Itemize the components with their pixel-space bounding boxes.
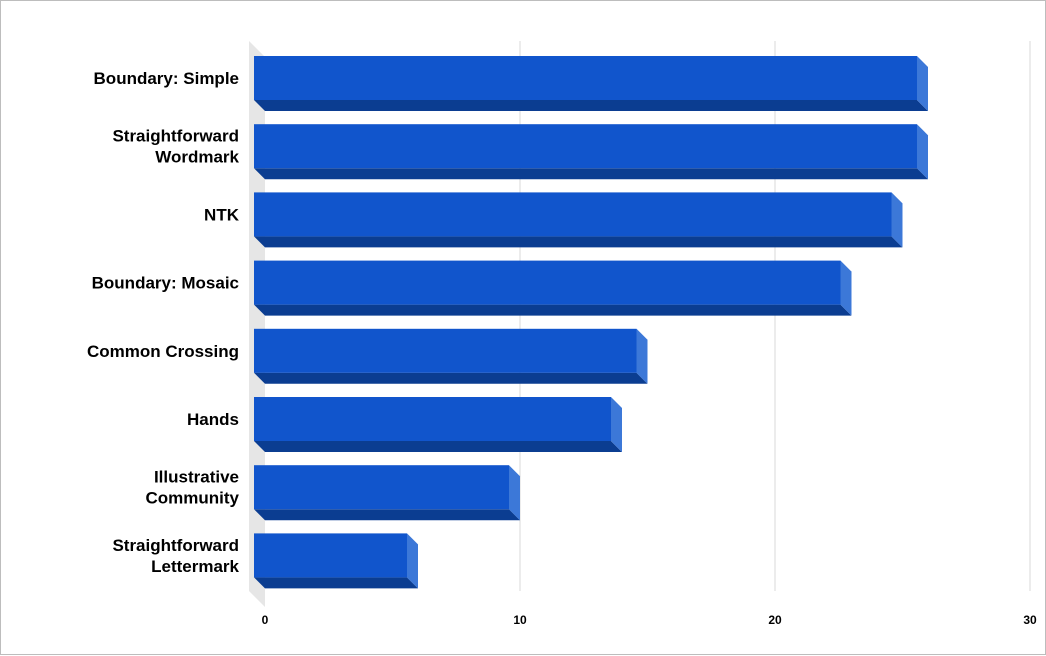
bar-bottom-face — [254, 100, 928, 111]
bars — [254, 56, 928, 589]
bar — [254, 124, 928, 180]
bar-bottom-face — [254, 441, 622, 452]
bar-front-face — [254, 397, 611, 441]
x-tick-label: 10 — [513, 613, 527, 627]
category-label: Boundary: Mosaic — [92, 274, 239, 293]
bar — [254, 465, 520, 521]
bar — [254, 533, 418, 589]
category-label-line: Boundary: Simple — [94, 69, 239, 88]
category-label-line: Hands — [187, 410, 239, 429]
bar-front-face — [254, 533, 407, 578]
x-tick-label: 20 — [768, 613, 782, 627]
bar-bottom-face — [254, 168, 928, 180]
x-axis-tick-labels: 0 10 20 30 — [262, 613, 1037, 627]
category-label: Hands — [187, 410, 239, 429]
bar-front-face — [254, 328, 637, 373]
bar — [254, 260, 852, 316]
category-label: Boundary: Simple — [94, 69, 239, 88]
bar-side-face — [407, 533, 418, 589]
bar-bottom-face — [254, 304, 852, 316]
category-label: Straightforward Lettermark — [112, 536, 239, 576]
category-label: Illustrative Community — [146, 468, 240, 508]
gridlines — [519, 41, 1031, 591]
x-tick-label: 0 — [262, 613, 269, 627]
category-label-line: Straightforward — [112, 536, 239, 555]
bar-bottom-face — [254, 509, 520, 521]
category-label-line: Boundary: Mosaic — [92, 274, 239, 293]
bar-front-face — [254, 260, 841, 305]
x-tick-label: 30 — [1023, 613, 1037, 627]
bar-front-face — [254, 192, 892, 237]
bar-side-face — [917, 124, 928, 180]
bar — [254, 56, 928, 111]
bar-side-face — [840, 260, 852, 316]
category-label: NTK — [204, 205, 240, 224]
bar — [254, 192, 903, 248]
bar-side-face — [509, 465, 520, 521]
bar-front-face — [254, 124, 917, 169]
bar-side-face — [891, 192, 903, 248]
category-label: Common Crossing — [87, 342, 239, 361]
category-label-line: Illustrative — [154, 468, 239, 487]
category-label: Straightforward Wordmark — [112, 127, 239, 167]
bar-bottom-face — [254, 577, 418, 589]
category-label-line: Lettermark — [151, 557, 239, 576]
category-label-line: Community — [146, 489, 240, 508]
category-labels: Boundary: Simple Straightforward Wordmark N… — [87, 69, 240, 576]
bar-side-face — [917, 56, 928, 111]
bar — [254, 328, 648, 384]
category-label-line: Straightforward — [112, 127, 239, 146]
bar-bottom-face — [254, 372, 648, 384]
bar-bottom-face — [254, 236, 903, 248]
category-label-line: Common Crossing — [87, 342, 239, 361]
category-label-line: NTK — [204, 205, 240, 224]
category-label-line: Wordmark — [155, 148, 239, 167]
bar-front-face — [254, 56, 917, 100]
bar-front-face — [254, 465, 509, 510]
bar — [254, 397, 622, 452]
bar-side-face — [611, 397, 622, 452]
bar-side-face — [636, 328, 648, 384]
